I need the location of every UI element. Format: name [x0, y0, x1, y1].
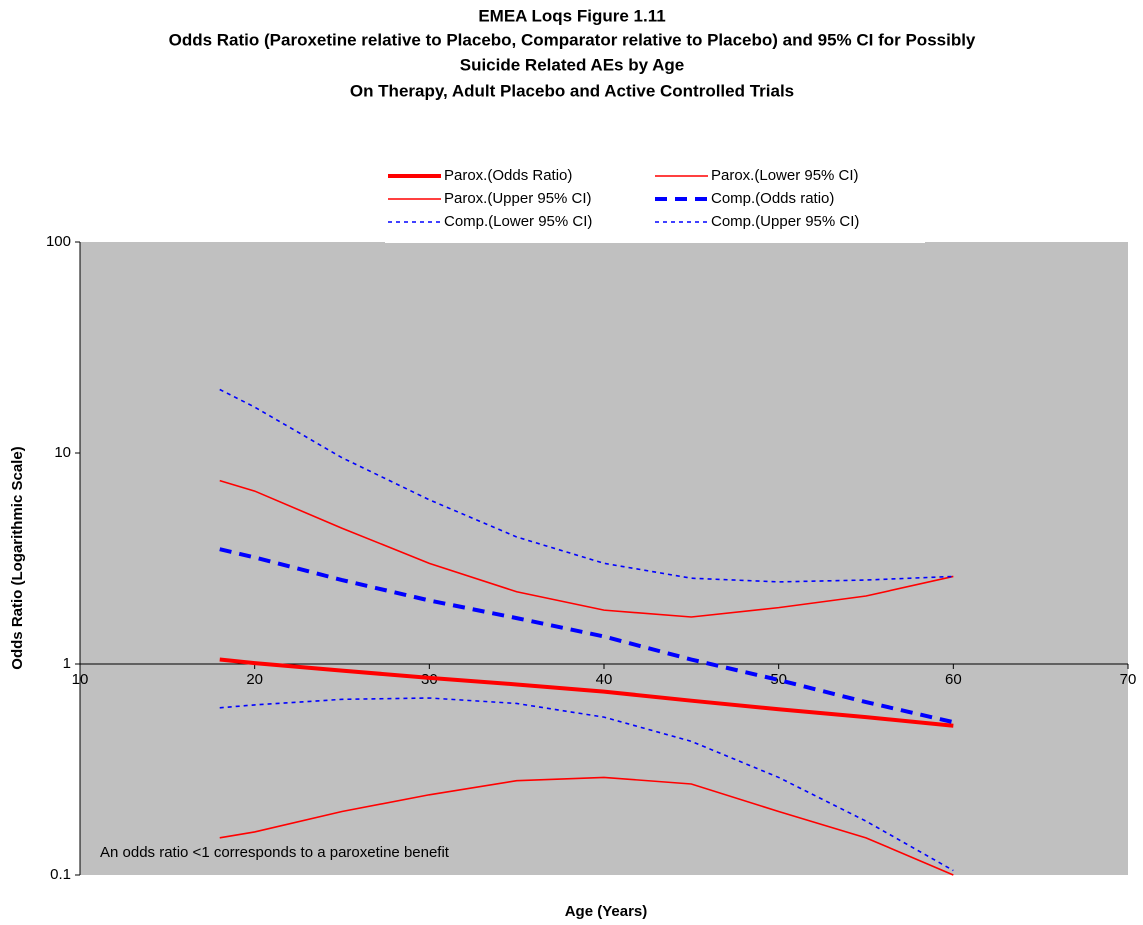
x-tick-label: 20: [246, 671, 263, 688]
x-axis-label: Age (Years): [565, 903, 648, 920]
plot-area: [80, 242, 1128, 875]
y-tick-label: 1: [63, 655, 71, 672]
y-tick-label: 10: [54, 444, 71, 461]
series-line: [219, 388, 954, 583]
series-line: [219, 479, 954, 618]
legend-label: Comp.(Lower 95% CI): [444, 213, 592, 230]
chart-title: On Therapy, Adult Placebo and Active Con…: [350, 81, 794, 100]
x-tick-label: 60: [945, 671, 962, 688]
x-tick-label: 40: [596, 671, 613, 688]
series-line: [219, 776, 954, 876]
x-tick-label: 50: [770, 671, 787, 688]
y-axis-label: Odds Ratio (Logarithmic Scale): [9, 446, 26, 669]
legend-label: Comp.(Odds ratio): [711, 190, 834, 207]
y-tick-label: 100: [46, 233, 71, 250]
legend-label: Parox.(Odds Ratio): [444, 167, 572, 184]
annotation: An odds ratio <1 corresponds to a paroxe…: [100, 844, 450, 861]
series-line: [219, 547, 954, 725]
x-tick-label: 10: [72, 671, 89, 688]
legend-label: Parox.(Upper 95% CI): [444, 190, 592, 207]
chart-title: Suicide Related AEs by Age: [460, 55, 685, 74]
y-tick-label: 0.1: [50, 866, 71, 883]
series-line: [219, 697, 954, 872]
x-tick-label: 70: [1120, 671, 1137, 688]
legend-label: Parox.(Lower 95% CI): [711, 167, 859, 184]
series-line: [219, 657, 954, 728]
chart-title: EMEA Loqs Figure 1.11: [478, 6, 665, 25]
chart-title: Odds Ratio (Paroxetine relative to Place…: [169, 30, 976, 49]
legend-label: Comp.(Upper 95% CI): [711, 213, 859, 230]
